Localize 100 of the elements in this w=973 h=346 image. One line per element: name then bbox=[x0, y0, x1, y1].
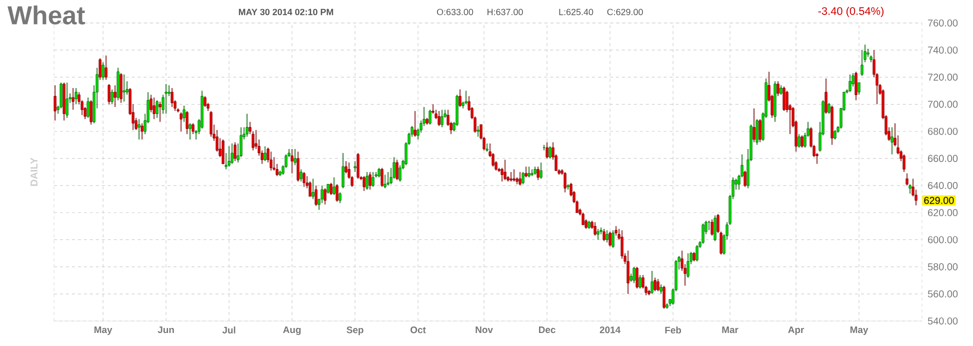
candlestick bbox=[290, 148, 294, 174]
candlestick bbox=[486, 143, 488, 152]
x-tick-label: Nov bbox=[476, 326, 493, 334]
candlestick bbox=[270, 151, 272, 172]
candlestick bbox=[834, 130, 836, 140]
candlestick bbox=[326, 184, 330, 194]
candlestick bbox=[696, 244, 698, 262]
text: H:637.00 bbox=[488, 8, 523, 16]
candlestick bbox=[86, 97, 90, 118]
x-tick-label: Apr bbox=[788, 326, 804, 335]
y-tick-label: 580.00 bbox=[928, 263, 958, 270]
candlestick bbox=[294, 148, 296, 166]
y-tick-label: 740.00 bbox=[928, 46, 958, 54]
candlestick bbox=[378, 168, 380, 178]
candlestick bbox=[228, 146, 230, 167]
candlestick bbox=[90, 100, 92, 125]
candlestick bbox=[756, 118, 758, 146]
candlestick bbox=[824, 78, 828, 114]
candlestick bbox=[324, 188, 326, 205]
candlestick bbox=[602, 228, 606, 242]
candlestick bbox=[110, 88, 114, 105]
candlestick bbox=[108, 84, 110, 105]
candlestick bbox=[582, 212, 584, 226]
candlestick bbox=[638, 274, 642, 289]
candlestick bbox=[596, 228, 600, 240]
candlestick bbox=[636, 266, 638, 289]
candlestick bbox=[168, 84, 170, 97]
candlestick bbox=[104, 55, 108, 80]
candlestick bbox=[332, 177, 336, 196]
candlestick bbox=[164, 84, 168, 114]
x-tick-label: Oct bbox=[410, 326, 426, 334]
candlestick bbox=[156, 100, 158, 118]
candlestick bbox=[476, 126, 480, 138]
candlestick bbox=[414, 110, 416, 138]
candlestick bbox=[686, 252, 690, 278]
candlestick bbox=[380, 168, 384, 188]
candlestick bbox=[512, 168, 516, 182]
x-tick-label: May bbox=[94, 326, 112, 335]
candlestick bbox=[320, 185, 324, 204]
candlestick bbox=[780, 84, 782, 96]
candlestick bbox=[518, 172, 522, 186]
candlestick bbox=[192, 122, 194, 134]
y-tick-label: 720.00 bbox=[928, 74, 958, 81]
candlestick bbox=[504, 159, 506, 181]
candlestick bbox=[330, 182, 332, 196]
candlestick bbox=[186, 110, 188, 134]
candlestick bbox=[522, 172, 524, 185]
candlestick bbox=[302, 172, 306, 188]
candlestick bbox=[656, 278, 660, 292]
candlestick bbox=[222, 139, 224, 164]
candlestick bbox=[210, 110, 212, 138]
candlestick bbox=[614, 226, 618, 236]
candlestick bbox=[546, 142, 548, 159]
candlestick bbox=[632, 266, 636, 284]
candlestick bbox=[264, 146, 266, 162]
candlestick bbox=[848, 74, 852, 92]
candlestick bbox=[102, 62, 104, 80]
candlestick bbox=[902, 154, 906, 172]
text: L:625.40 bbox=[559, 8, 594, 16]
y-tick-label: 560.00 bbox=[928, 290, 958, 298]
candlestick bbox=[464, 90, 468, 105]
candlestick bbox=[312, 178, 314, 200]
text: C:629.00 bbox=[607, 8, 643, 16]
x-tick-label: Jul bbox=[222, 326, 236, 334]
candlestick bbox=[152, 97, 156, 120]
candlestick bbox=[296, 151, 300, 182]
candlestick bbox=[336, 184, 338, 202]
candlestick bbox=[510, 172, 512, 182]
candlestick bbox=[692, 252, 696, 262]
candlestick bbox=[122, 74, 126, 102]
candlestick bbox=[548, 146, 552, 159]
text: -3.40 (0.54%) bbox=[818, 6, 884, 18]
candlestick bbox=[66, 82, 68, 118]
candlestick bbox=[438, 110, 440, 126]
candlestick bbox=[608, 231, 612, 247]
candlestick bbox=[654, 277, 656, 292]
candlestick bbox=[384, 174, 386, 189]
candlestick bbox=[752, 108, 756, 143]
candlestick bbox=[798, 134, 800, 148]
x-tick-label: Sep bbox=[346, 326, 364, 336]
candlestick bbox=[74, 88, 78, 105]
y-tick-label: 620.00 bbox=[928, 209, 958, 216]
candlestick bbox=[650, 270, 654, 294]
candlestick bbox=[890, 126, 894, 155]
candlestick bbox=[528, 166, 530, 178]
candlestick bbox=[594, 222, 596, 236]
candlestick bbox=[662, 285, 666, 310]
candlestick bbox=[866, 48, 870, 58]
candlestick bbox=[702, 223, 704, 244]
candlestick bbox=[246, 113, 248, 138]
candlestick bbox=[536, 166, 540, 181]
x-tick-label: Feb bbox=[665, 326, 682, 334]
candlestick bbox=[660, 284, 662, 294]
candlestick bbox=[300, 168, 302, 182]
candlestick bbox=[564, 172, 566, 193]
y-tick-label: 700.00 bbox=[928, 100, 958, 108]
candlestick bbox=[158, 101, 162, 122]
candlestick bbox=[72, 88, 74, 110]
candlestick bbox=[366, 172, 368, 190]
chart-subtitle: MAY 30 2014 02:10 PM bbox=[238, 8, 334, 16]
